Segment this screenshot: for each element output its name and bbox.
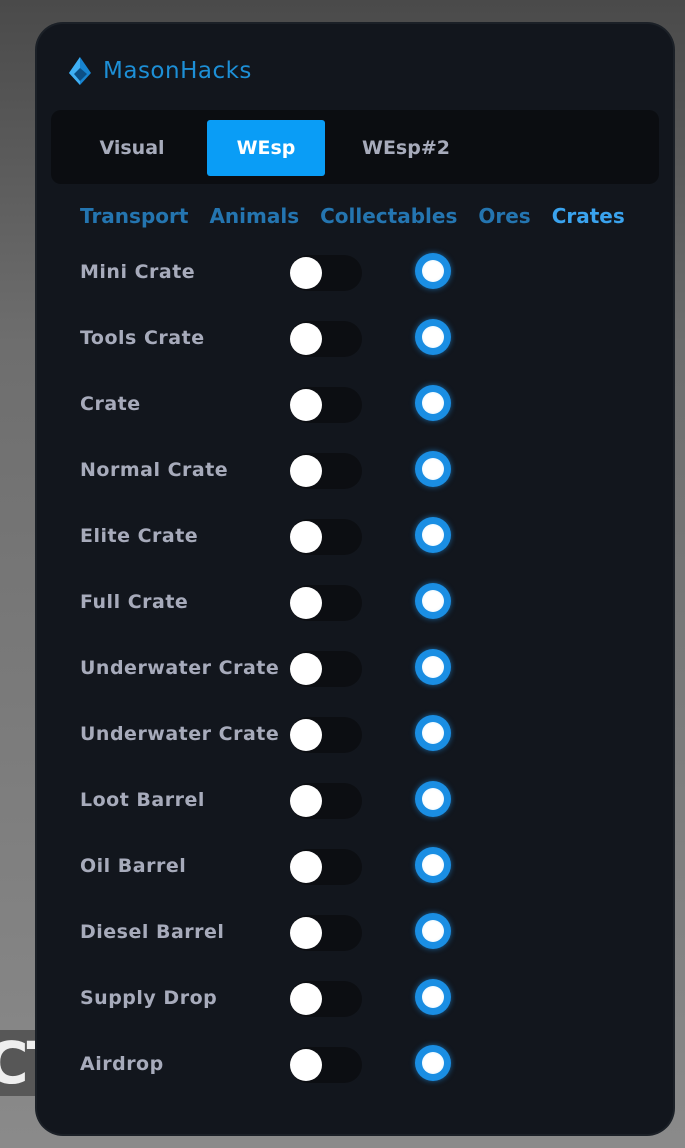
tab-wesp[interactable]: WEsp [207,120,325,176]
list-item: Diesel Barrel [80,913,640,961]
list-item: Crate [80,385,640,433]
toggle-knob [290,1049,322,1081]
menu-panel: MasonHacks Visual WEsp WEsp#2 Transport … [37,24,673,1134]
radio-button[interactable] [415,451,451,487]
item-label: Mini Crate [80,261,196,283]
item-label: Oil Barrel [80,855,187,877]
toggle-knob [290,257,322,289]
item-label: Tools Crate [80,327,205,349]
item-label: Loot Barrel [80,789,205,811]
list-item: Supply Drop [80,979,640,1027]
toggle-knob [290,983,322,1015]
enable-toggle[interactable] [290,915,362,951]
radio-button[interactable] [415,583,451,619]
tab-wesp2[interactable]: WEsp#2 [362,137,450,159]
radio-button[interactable] [415,979,451,1015]
list-item: Mini Crate [80,253,640,301]
radio-dot [422,722,444,744]
item-label: Full Crate [80,591,189,613]
radio-button[interactable] [415,253,451,289]
list-item: Tools Crate [80,319,640,367]
radio-button[interactable] [415,1045,451,1081]
list-item: Underwater Crate [80,649,640,697]
toggle-knob [290,719,322,751]
radio-button[interactable] [415,385,451,421]
radio-dot [422,1052,444,1074]
enable-toggle[interactable] [290,849,362,885]
item-label: Diesel Barrel [80,921,225,943]
enable-toggle[interactable] [290,981,362,1017]
item-label: Normal Crate [80,459,229,481]
item-label: Crate [80,393,141,415]
toggle-knob [290,389,322,421]
item-label: Underwater Crate [80,723,280,745]
subtab-crates[interactable]: Crates [551,204,625,228]
toggle-knob [290,653,322,685]
radio-button[interactable] [415,715,451,751]
radio-dot [422,590,444,612]
radio-dot [422,986,444,1008]
tab-visual[interactable]: Visual [99,137,165,159]
enable-toggle[interactable] [290,783,362,819]
radio-dot [422,392,444,414]
subtab-ores[interactable]: Ores [478,204,531,228]
item-label: Underwater Crate [80,657,280,679]
list-item: Elite Crate [80,517,640,565]
brand: MasonHacks [67,56,252,86]
radio-dot [422,920,444,942]
subtabs: Transport Animals Collectables Ores Crat… [80,204,625,228]
enable-toggle[interactable] [290,387,362,423]
enable-toggle[interactable] [290,321,362,357]
enable-toggle[interactable] [290,585,362,621]
enable-toggle[interactable] [290,651,362,687]
enable-toggle[interactable] [290,519,362,555]
item-label: Elite Crate [80,525,199,547]
toggle-knob [290,455,322,487]
radio-dot [422,458,444,480]
toggle-knob [290,851,322,883]
toggle-knob [290,785,322,817]
list-item: Oil Barrel [80,847,640,895]
radio-button[interactable] [415,649,451,685]
radio-dot [422,788,444,810]
toggle-knob [290,323,322,355]
subtab-transport[interactable]: Transport [80,204,189,228]
radio-dot [422,656,444,678]
radio-button[interactable] [415,847,451,883]
subtab-animals[interactable]: Animals [209,204,300,228]
item-label: Airdrop [80,1053,164,1075]
toggle-knob [290,521,322,553]
toggle-knob [290,917,322,949]
radio-button[interactable] [415,517,451,553]
radio-button[interactable] [415,319,451,355]
radio-dot [422,524,444,546]
enable-toggle[interactable] [290,255,362,291]
list-item: Loot Barrel [80,781,640,829]
enable-toggle[interactable] [290,717,362,753]
subtab-collectables[interactable]: Collectables [320,204,458,228]
radio-button[interactable] [415,913,451,949]
radio-dot [422,326,444,348]
enable-toggle[interactable] [290,1047,362,1083]
item-label: Supply Drop [80,987,218,1009]
list-item: Underwater Crate [80,715,640,763]
list-item: Normal Crate [80,451,640,499]
radio-button[interactable] [415,781,451,817]
enable-toggle[interactable] [290,453,362,489]
toggle-knob [290,587,322,619]
logo-icon [69,57,91,85]
radio-dot [422,854,444,876]
radio-dot [422,260,444,282]
list-item: Full Crate [80,583,640,631]
list-item: Airdrop [80,1045,640,1093]
app-title: MasonHacks [103,58,252,84]
main-tabs: Visual WEsp WEsp#2 [51,110,659,184]
